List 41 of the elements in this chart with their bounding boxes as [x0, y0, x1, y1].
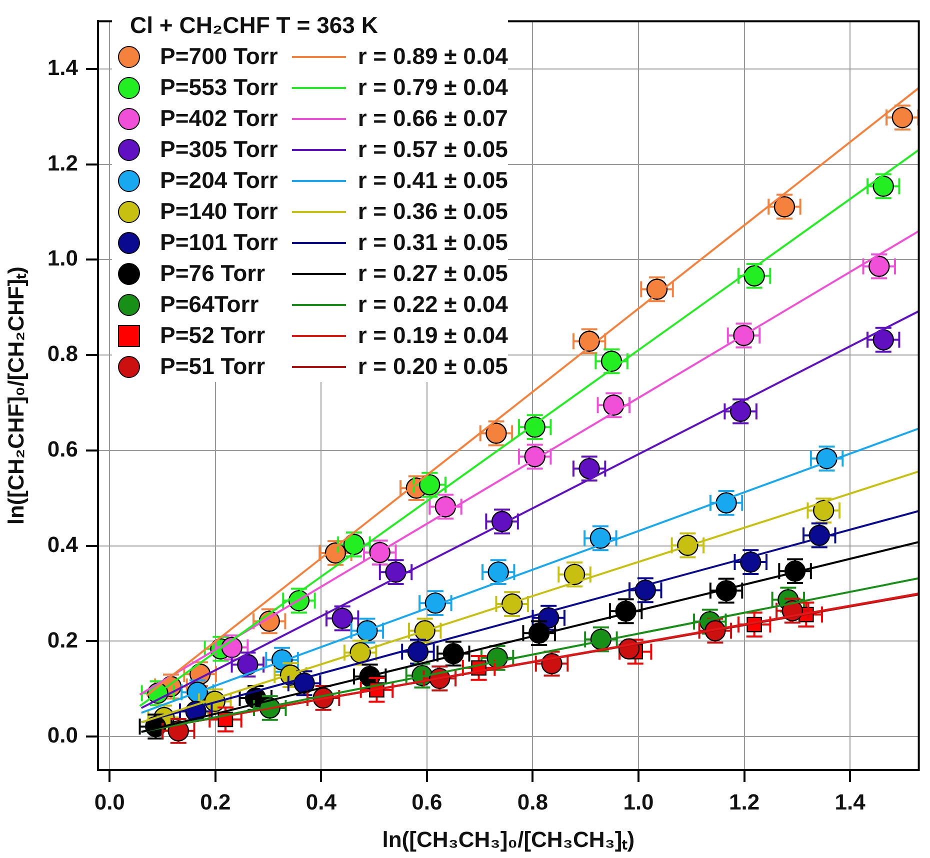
y-tick-label: 0.6 [47, 436, 78, 462]
x-tick-label: 0.8 [517, 789, 548, 814]
legend-label: r = 0.27 ± 0.05 [358, 259, 508, 288]
legend-label: r = 0.20 ± 0.05 [358, 352, 508, 381]
legend-label: P=76 Torr [160, 259, 266, 288]
legend-label: P=64Torr [160, 290, 259, 319]
legend-label: r = 0.22 ± 0.04 [358, 290, 508, 319]
legend-label: r = 0.31 ± 0.05 [358, 228, 508, 257]
x-tick-label: 0.4 [306, 789, 338, 814]
x-tick-label: 0.6 [412, 789, 442, 814]
y-tick-label: 1.4 [47, 54, 79, 80]
legend-label: P=700 Torr [160, 42, 278, 71]
y-tick-label: 0.0 [47, 722, 78, 748]
y-axis-title: ln([CH₂CHF]₀/[CH₂CHF]ₜ) [3, 266, 28, 525]
legend-title: Cl + CH₂CHF T = 363 K [129, 11, 379, 40]
legend-label: r = 0.57 ± 0.05 [358, 135, 508, 164]
legend-label: r = 0.19 ± 0.04 [358, 321, 508, 350]
x-axis-title: ln([CH₃CH₃]₀/[CH₃CH₃]ₜ) [382, 826, 635, 852]
legend-label: P=101 Torr [160, 228, 278, 257]
x-tick-label: 1.4 [834, 789, 866, 814]
legend-label: r = 0.36 ± 0.05 [358, 197, 508, 226]
x-tick-label: 1.2 [728, 789, 760, 814]
legend-label: P=402 Torr [160, 104, 278, 133]
legend-label: P=553 Torr [160, 73, 278, 102]
legend-label: r = 0.89 ± 0.04 [358, 42, 508, 71]
x-tick-label: 0.2 [200, 789, 231, 814]
legend-label: P=204 Torr [160, 166, 278, 195]
y-tick-label: 0.8 [47, 341, 78, 366]
x-tick-label: 0.0 [94, 789, 125, 814]
y-tick-label: 1.0 [47, 246, 78, 271]
legend-label: P=305 Torr [160, 135, 278, 164]
legend-label: P=52 Torr [160, 321, 266, 350]
y-tick-label: 0.2 [47, 627, 78, 652]
legend-label: P=140 Torr [160, 197, 278, 226]
x-tick-label: 1.0 [623, 789, 654, 814]
legend-label: r = 0.66 ± 0.07 [358, 104, 508, 133]
y-tick-label: 1.2 [47, 150, 78, 176]
legend-label: r = 0.79 ± 0.04 [358, 73, 508, 102]
y-tick-label: 0.4 [47, 532, 79, 557]
legend-label: r = 0.41 ± 0.05 [358, 166, 508, 195]
legend-label: P=51 Torr [160, 352, 266, 381]
